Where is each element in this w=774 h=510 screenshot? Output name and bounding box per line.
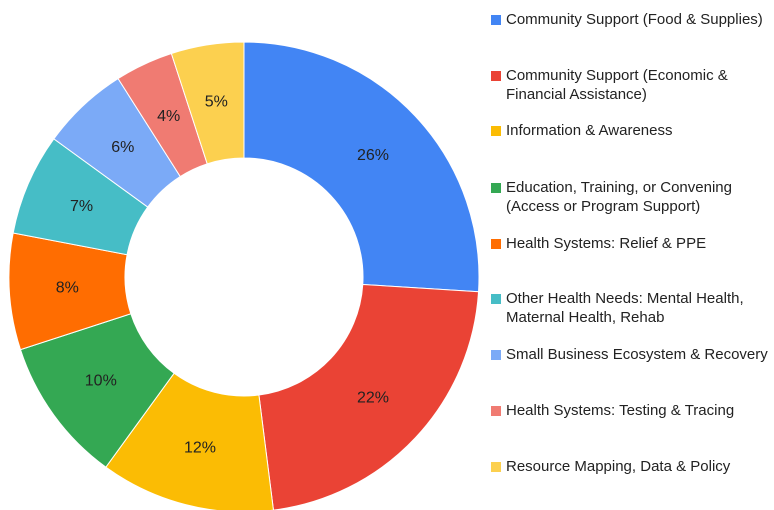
legend-swatch <box>491 126 501 136</box>
legend-swatch <box>491 183 501 193</box>
value-label: 22% <box>357 389 389 406</box>
value-label: 26% <box>357 147 389 164</box>
legend-swatch <box>491 462 501 472</box>
value-label: 5% <box>205 93 228 110</box>
value-label: 12% <box>184 440 216 457</box>
slice <box>243 41 480 293</box>
legend-label: Other Health Needs: Mental Health, Mater… <box>506 290 744 326</box>
legend-label: Small Business Ecosystem & Recovery <box>506 346 768 363</box>
value-label: 4% <box>157 108 180 125</box>
legend-label: Health Systems: Testing & Tracing <box>506 402 735 419</box>
legend-swatch <box>491 294 501 304</box>
legend-label: Information & Awareness <box>506 122 673 139</box>
legend-label: Community Support (Food & Supplies) <box>506 11 763 28</box>
slice <box>170 41 245 165</box>
legend-swatch <box>491 71 501 81</box>
legend-swatch <box>491 239 501 249</box>
value-label: 7% <box>70 198 93 215</box>
value-label: 6% <box>111 139 134 156</box>
legend-label: Health Systems: Relief & PPE <box>506 235 707 252</box>
value-label: 8% <box>56 279 79 296</box>
value-label: 10% <box>85 372 117 389</box>
slice <box>258 283 480 510</box>
legend-swatch <box>491 15 501 25</box>
legend-swatch <box>491 350 501 360</box>
donut: 26% 22% 12% 10% 8% 7% 6% 4% 5% <box>8 41 480 510</box>
legend-swatch <box>491 406 501 416</box>
legend-label: Resource Mapping, Data & Policy <box>506 458 731 475</box>
legend-label: Community Support (Economic & Financial … <box>506 67 728 103</box>
legend-label: Education, Training, or Convening (Acces… <box>506 179 732 215</box>
